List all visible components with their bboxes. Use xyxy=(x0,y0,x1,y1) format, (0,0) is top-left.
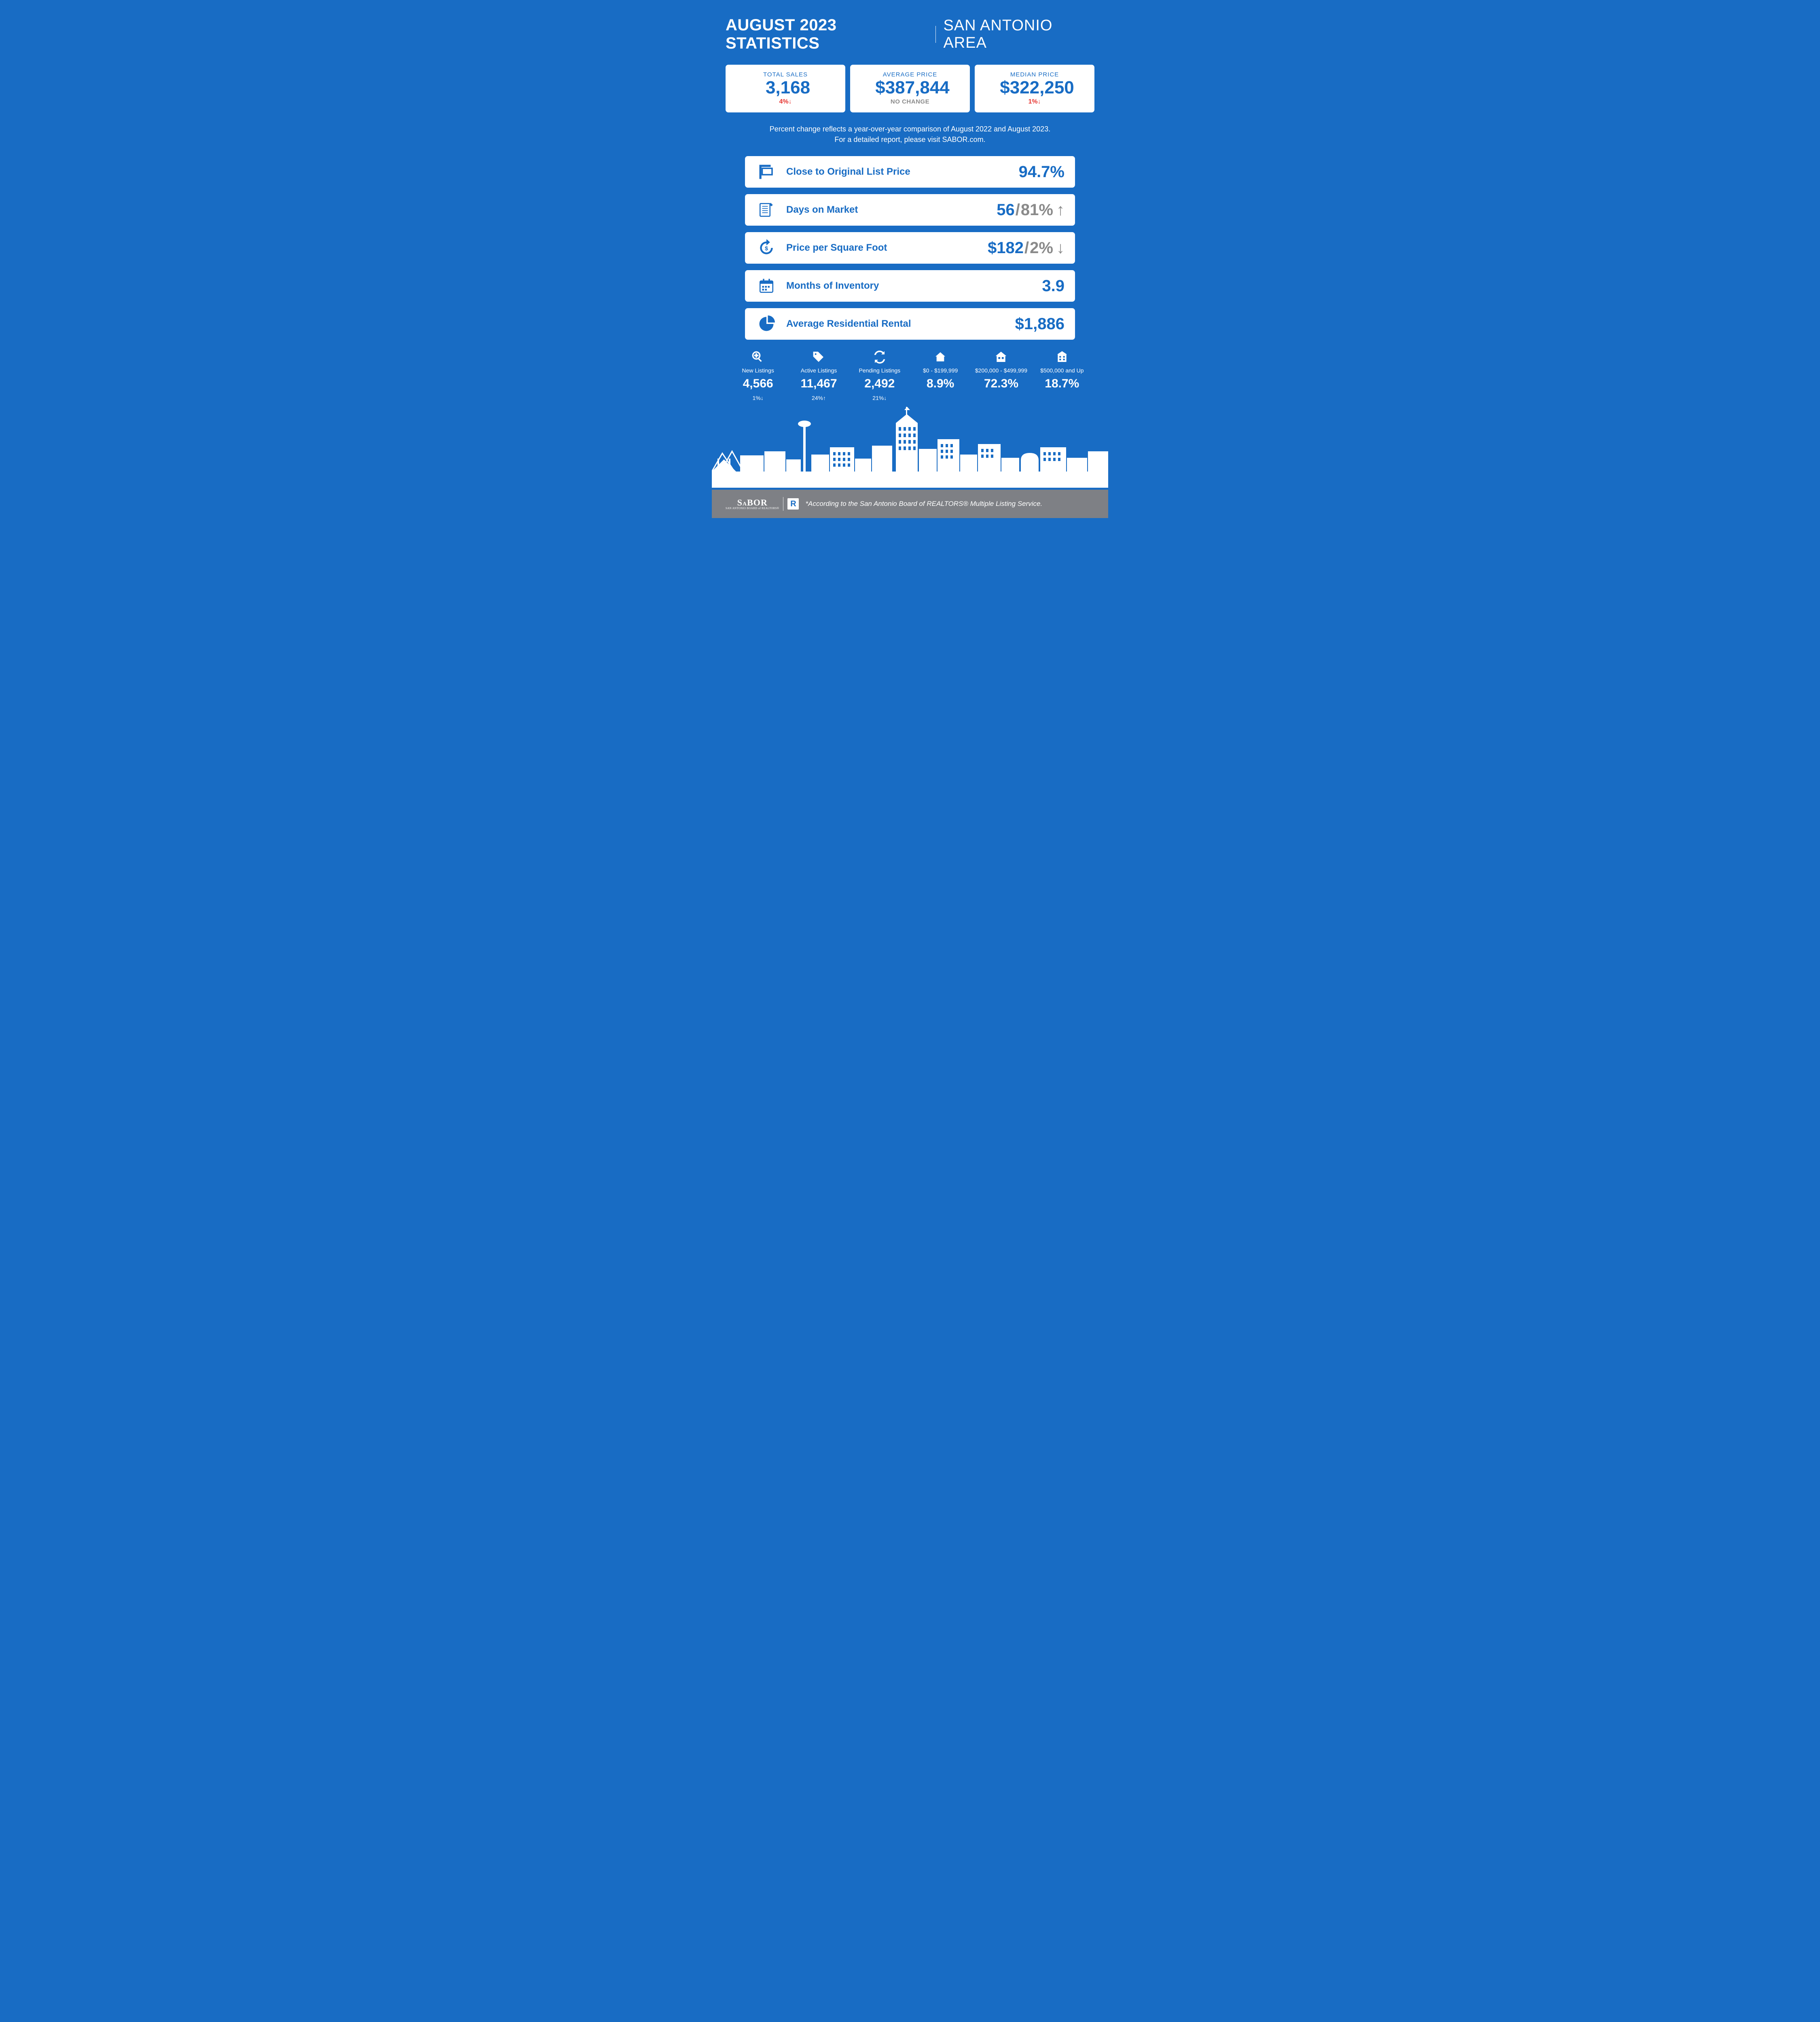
card-change: 1%↓ xyxy=(1028,98,1041,106)
cycle-icon xyxy=(873,350,886,364)
metric-price-sqft: Price per Square Foot $182/2% ↓ xyxy=(745,232,1075,264)
stat-label: $500,000 and Up xyxy=(1040,367,1084,374)
metric-label: Months of Inventory xyxy=(786,280,1042,292)
card-label: TOTAL SALES xyxy=(763,71,808,78)
header: AUGUST 2023 STATISTICS SAN ANTONIO AREA xyxy=(726,16,1094,53)
metric-value: $1,886 xyxy=(1015,315,1064,333)
stat-value: 2,492 xyxy=(864,377,895,391)
metric-label: Price per Square Foot xyxy=(786,242,988,254)
stat-label: Pending Listings xyxy=(859,367,900,374)
stat-label: $200,000 - $499,999 xyxy=(975,367,1027,374)
metric-months-inventory: Months of Inventory 3.9 xyxy=(745,270,1075,302)
metric-avg-rental: Average Residential Rental $1,886 xyxy=(745,308,1075,340)
house-big-icon xyxy=(1056,350,1069,364)
house-mid-icon xyxy=(995,350,1007,364)
stat-label: $0 - $199,999 xyxy=(923,367,958,374)
header-divider xyxy=(935,26,936,43)
skyline xyxy=(712,407,1108,490)
card-avg-price: AVERAGE PRICE $387,844 NO CHANGE xyxy=(850,65,970,112)
note-line2: For a detailed report, please visit SABO… xyxy=(732,134,1088,145)
card-total-sales: TOTAL SALES 3,168 4%↓ xyxy=(726,65,845,112)
metric-close-to-list: Close to Original List Price 94.7% xyxy=(745,156,1075,188)
stat-value: 8.9% xyxy=(927,377,954,391)
metric-label: Average Residential Rental xyxy=(786,318,1015,330)
metric-value: $182/2% ↓ xyxy=(988,239,1064,257)
card-value: $322,250 xyxy=(1000,79,1074,97)
region: SAN ANTONIO AREA xyxy=(943,17,1094,52)
card-change: NO CHANGE xyxy=(891,98,929,105)
footer-logos: SABOR SAN ANTONIO BOARD of REALTORS® R xyxy=(726,497,799,511)
stat-value: 18.7% xyxy=(1045,377,1079,391)
footer-text: *According to the San Antonio Board of R… xyxy=(805,500,1042,508)
tag-icon xyxy=(812,350,825,364)
stat-value: 4,566 xyxy=(743,377,773,391)
stat-tier-mid: $200,000 - $499,999 72.3% xyxy=(973,350,1029,401)
realtor-logo-icon: R xyxy=(787,498,799,510)
card-median-price: MEDIAN PRICE $322,250 1%↓ xyxy=(975,65,1094,112)
small-stats: New Listings 4,566 1%↓ Active Listings 1… xyxy=(730,350,1090,401)
stat-label: New Listings xyxy=(742,367,774,374)
stat-value: 11,467 xyxy=(800,377,837,391)
metric-value: 94.7% xyxy=(1019,163,1064,181)
note-line1: Percent change reflects a year-over-year… xyxy=(732,124,1088,134)
note: Percent change reflects a year-over-year… xyxy=(732,124,1088,145)
card-value: $387,844 xyxy=(875,79,950,97)
refresh-dollar-icon xyxy=(756,239,777,256)
stat-tier-high: $500,000 and Up 18.7% xyxy=(1034,350,1090,401)
card-label: MEDIAN PRICE xyxy=(1010,71,1059,78)
card-change: 4%↓ xyxy=(779,98,791,106)
pie-icon xyxy=(756,315,777,332)
stat-active-listings: Active Listings 11,467 24%↑ xyxy=(790,350,847,401)
metric-value: 3.9 xyxy=(1042,277,1064,295)
sabor-logo: SABOR SAN ANTONIO BOARD of REALTORS® xyxy=(726,498,779,510)
stat-label: Active Listings xyxy=(801,367,837,374)
stat-change: 21%↓ xyxy=(872,395,887,401)
card-value: 3,168 xyxy=(766,79,810,97)
card-label: AVERAGE PRICE xyxy=(883,71,937,78)
stat-change: 24%↑ xyxy=(812,395,826,401)
notepad-icon xyxy=(756,201,777,218)
stat-tier-low: $0 - $199,999 8.9% xyxy=(912,350,969,401)
house-small-icon xyxy=(934,350,947,364)
stat-pending-listings: Pending Listings 2,492 21%↓ xyxy=(851,350,908,401)
zoom-icon xyxy=(751,350,764,364)
metrics-list: Close to Original List Price 94.7% Days … xyxy=(726,156,1094,340)
metric-days-on-market: Days on Market 56/81% ↑ xyxy=(745,194,1075,226)
metric-value: 56/81% ↑ xyxy=(997,201,1064,219)
metric-label: Days on Market xyxy=(786,204,997,216)
title: AUGUST 2023 STATISTICS xyxy=(726,16,928,53)
footer: SABOR SAN ANTONIO BOARD of REALTORS® R *… xyxy=(712,490,1108,518)
metric-label: Close to Original List Price xyxy=(786,166,1019,178)
stat-new-listings: New Listings 4,566 1%↓ xyxy=(730,350,786,401)
sign-icon xyxy=(756,163,777,180)
stat-value: 72.3% xyxy=(984,377,1018,391)
stat-change: 1%↓ xyxy=(753,395,764,401)
top-cards: TOTAL SALES 3,168 4%↓ AVERAGE PRICE $387… xyxy=(726,65,1094,112)
calendar-icon xyxy=(756,277,777,294)
